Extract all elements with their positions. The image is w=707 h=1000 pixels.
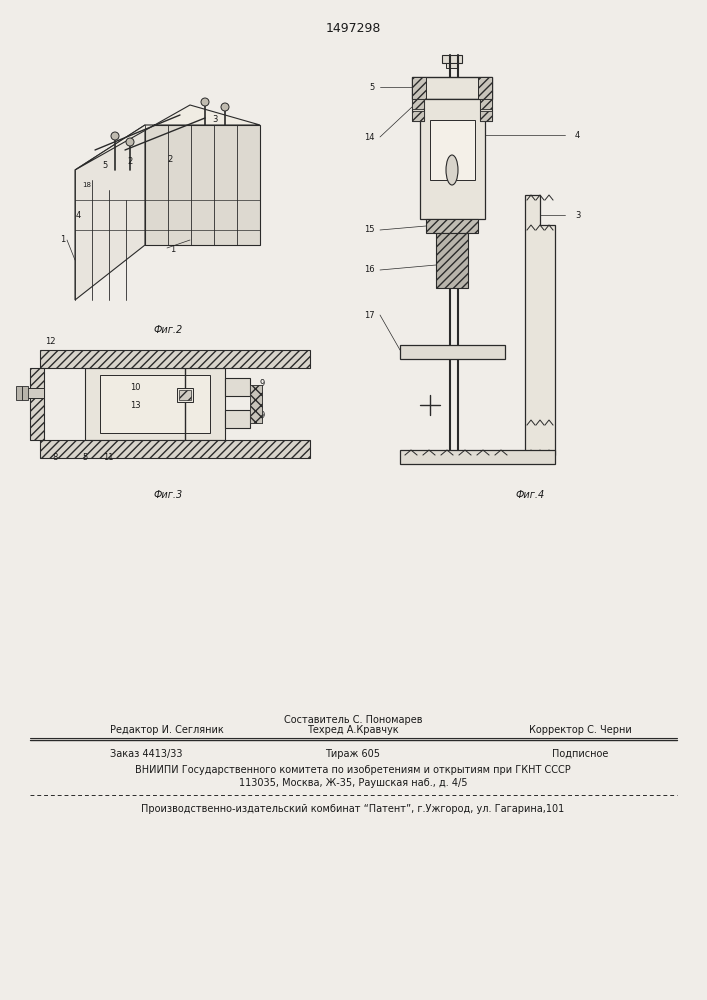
Text: 5: 5 <box>370 83 375 92</box>
Ellipse shape <box>446 155 458 185</box>
Bar <box>480 99 492 121</box>
Bar <box>177 388 193 402</box>
Circle shape <box>111 132 119 140</box>
Bar <box>40 350 310 368</box>
Bar <box>16 386 22 400</box>
Text: 13: 13 <box>129 400 140 410</box>
Bar <box>40 440 310 458</box>
Text: Заказ 4413/33: Заказ 4413/33 <box>110 749 182 759</box>
Bar <box>225 410 250 428</box>
Bar <box>480 99 492 109</box>
Text: 3: 3 <box>212 115 218 124</box>
Text: Фиг.3: Фиг.3 <box>153 490 182 500</box>
Bar <box>436 233 468 288</box>
Text: 9: 9 <box>260 410 265 420</box>
Polygon shape <box>75 125 145 300</box>
Text: 113035, Москва, Ж-35, Раушская наб., д. 4/5: 113035, Москва, Ж-35, Раушская наб., д. … <box>239 778 467 788</box>
Text: 15: 15 <box>365 226 375 234</box>
Bar <box>250 385 262 423</box>
Bar <box>30 368 44 440</box>
Text: ВНИИПИ Государственного комитета по изобретениям и открытиям при ГКНТ СССР: ВНИИПИ Государственного комитета по изоб… <box>135 765 571 775</box>
Text: 17: 17 <box>364 310 375 320</box>
Bar <box>225 378 250 396</box>
Text: 2: 2 <box>127 157 133 166</box>
Text: 2: 2 <box>168 155 173 164</box>
Bar <box>412 99 424 121</box>
Bar <box>412 99 424 109</box>
Text: 1497298: 1497298 <box>325 22 380 35</box>
Text: 5: 5 <box>83 454 88 462</box>
Bar <box>446 63 458 68</box>
Bar <box>85 368 225 440</box>
Text: Тираж 605: Тираж 605 <box>325 749 380 759</box>
Bar <box>442 55 462 63</box>
Text: 11: 11 <box>103 454 113 462</box>
Text: Техред А.Кравчук: Техред А.Кравчук <box>307 725 399 735</box>
Bar <box>412 77 492 99</box>
Bar <box>480 111 492 121</box>
Bar <box>22 388 44 398</box>
Bar <box>250 385 262 423</box>
Text: Подписное: Подписное <box>551 749 608 759</box>
Text: 5: 5 <box>103 161 107 170</box>
Text: 14: 14 <box>365 132 375 141</box>
Polygon shape <box>75 105 260 170</box>
Text: 16: 16 <box>364 265 375 274</box>
Bar <box>400 345 505 359</box>
Text: 3: 3 <box>575 211 580 220</box>
Text: 1: 1 <box>170 245 175 254</box>
Bar <box>100 375 210 433</box>
Bar <box>22 386 28 400</box>
Bar <box>412 111 424 121</box>
Circle shape <box>201 98 209 106</box>
Text: 10: 10 <box>130 383 140 392</box>
Text: Составитель С. Пономарев: Составитель С. Пономарев <box>284 715 422 725</box>
Bar <box>478 77 492 99</box>
Bar <box>412 77 426 99</box>
Text: Фиг.4: Фиг.4 <box>515 490 544 500</box>
Text: 8: 8 <box>52 454 58 462</box>
Text: 9: 9 <box>260 378 265 387</box>
Bar <box>426 219 478 233</box>
Polygon shape <box>145 125 260 245</box>
Text: Фиг.2: Фиг.2 <box>153 325 182 335</box>
Bar <box>400 450 555 464</box>
Text: 4: 4 <box>575 130 580 139</box>
Bar <box>420 99 485 219</box>
Text: 4: 4 <box>76 211 81 220</box>
Text: 1: 1 <box>60 235 66 244</box>
Polygon shape <box>525 195 555 455</box>
Bar <box>430 120 475 180</box>
Text: Редактор И. Сегляник: Редактор И. Сегляник <box>110 725 223 735</box>
Text: 12: 12 <box>45 338 56 347</box>
Text: Производственно-издательский комбинат “Патент”, г.Ужгород, ул. Гагарина,101: Производственно-издательский комбинат “П… <box>141 804 565 814</box>
Text: 18: 18 <box>83 182 91 188</box>
Text: Корректор С. Черни: Корректор С. Черни <box>529 725 631 735</box>
Circle shape <box>221 103 229 111</box>
Circle shape <box>126 138 134 146</box>
Bar <box>179 390 191 400</box>
Text: 7: 7 <box>16 388 21 397</box>
